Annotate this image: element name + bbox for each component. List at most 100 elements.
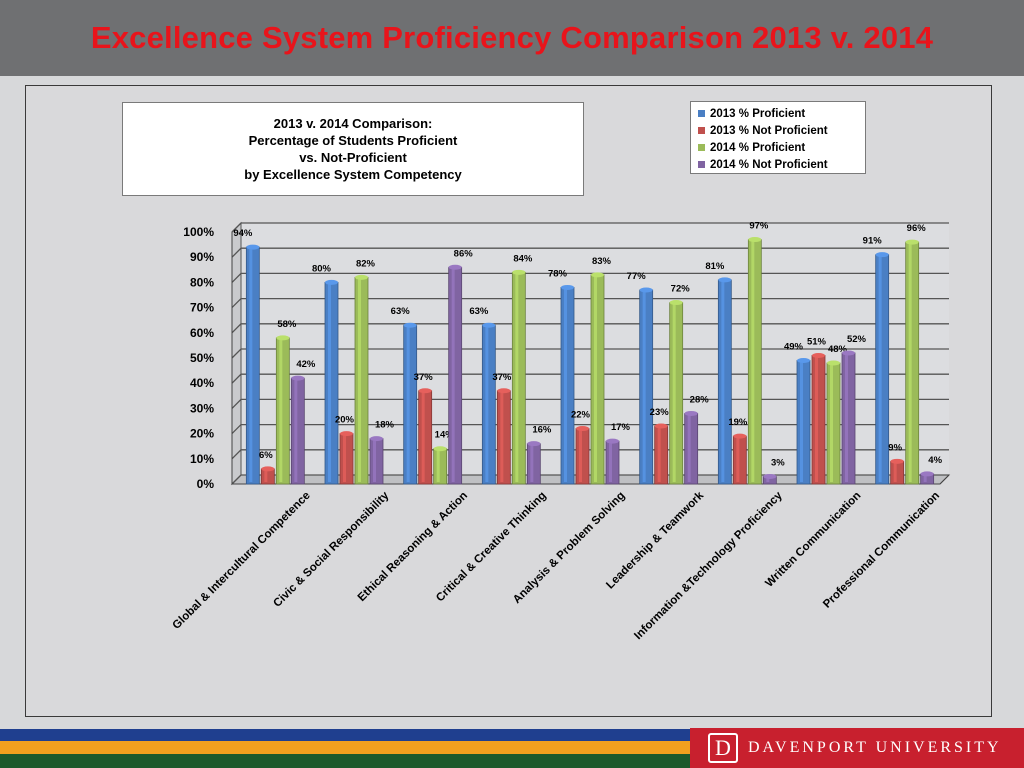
bar-highlight (579, 430, 582, 482)
data-label: 77% (627, 271, 647, 282)
bar-cap (276, 335, 290, 341)
data-label: 58% (277, 319, 297, 330)
gridline (231, 423, 949, 435)
bar-body (575, 428, 590, 485)
bar-body (669, 302, 684, 485)
data-label: 42% (296, 359, 316, 370)
bar (920, 471, 935, 485)
bar-highlight (294, 380, 298, 482)
bar-body (324, 281, 339, 485)
bar (841, 350, 856, 485)
bar-cap (561, 284, 574, 290)
data-label: 49% (784, 342, 804, 353)
bar-highlight (908, 244, 912, 482)
data-label: 83% (592, 256, 612, 267)
bar (875, 252, 890, 485)
data-label: 63% (391, 306, 411, 317)
bar (448, 264, 463, 485)
bar-highlight (594, 276, 597, 482)
bar-highlight (923, 475, 927, 482)
data-label: 19% (728, 417, 748, 428)
bar-body (481, 324, 496, 485)
y-tick-label: 60% (190, 326, 214, 340)
subtitle-line: Percentage of Students Proficient (248, 133, 458, 148)
bar-highlight (736, 438, 740, 482)
title-bar: Excellence System Proficiency Comparison… (0, 0, 1024, 76)
bar (339, 431, 354, 485)
bar-highlight (564, 289, 567, 482)
bar-cap (639, 287, 653, 293)
bar-cap (654, 423, 668, 429)
data-label: 18% (375, 420, 395, 431)
legend-swatch (698, 110, 705, 117)
bar-cap (448, 264, 462, 270)
bar (511, 269, 526, 485)
bar-highlight (815, 357, 818, 482)
bar-highlight (485, 327, 489, 482)
gridline (231, 474, 949, 485)
bar-highlight (249, 249, 253, 482)
bar-cap (718, 277, 732, 283)
gridline (231, 373, 949, 384)
data-label: 78% (548, 268, 568, 279)
bar (324, 279, 339, 485)
bar-highlight (343, 435, 346, 482)
bar-highlight (451, 269, 455, 482)
bar-cap (340, 431, 353, 437)
bar-cap (842, 350, 855, 356)
bar-body (796, 360, 811, 485)
bar-body (275, 337, 290, 485)
gridline (231, 348, 949, 359)
data-label: 91% (863, 236, 883, 247)
data-label: 14% (435, 430, 455, 441)
data-label: 84% (513, 253, 533, 264)
legend-label: 2013 % Not Proficient (710, 124, 828, 137)
bar-highlight (279, 339, 283, 482)
bar-cap (875, 252, 889, 258)
bar-body (418, 390, 433, 485)
bar-cap (591, 272, 604, 278)
bar (762, 473, 777, 485)
bar (605, 438, 620, 485)
data-label: 16% (532, 425, 552, 436)
bar-body (605, 440, 620, 485)
bar-body (369, 438, 384, 485)
legend-swatch (698, 127, 705, 134)
bar-body (245, 246, 260, 485)
bar-body (526, 443, 541, 485)
bar-cap (403, 322, 417, 328)
bar (275, 335, 290, 485)
y-tick-label: 30% (190, 401, 214, 415)
bar-body (826, 362, 841, 485)
bar-body (354, 276, 369, 485)
bar-highlight (845, 354, 848, 482)
bar-cap (261, 466, 275, 472)
bar-body (875, 254, 890, 485)
y-tick-label: 100% (183, 225, 214, 239)
bar-cap (355, 274, 368, 280)
bar (590, 272, 605, 485)
bar-highlight (642, 291, 646, 482)
legend-swatch (698, 144, 705, 151)
bar-highlight (530, 445, 534, 482)
data-label: 81% (705, 261, 725, 272)
bar-cap (576, 426, 589, 432)
bar-cap (748, 237, 762, 243)
bar-cap (370, 436, 383, 442)
footer-stripe-blue (0, 729, 690, 741)
gridline (231, 272, 949, 283)
plot-floor (230, 474, 951, 485)
bar (717, 277, 732, 485)
bar-cap (291, 375, 305, 381)
bar-highlight (687, 415, 691, 482)
data-label: 28% (690, 394, 710, 405)
bar-body (403, 324, 418, 485)
x-tick-label: Information &Technology Proficiency (632, 489, 785, 642)
bar-highlight (609, 443, 612, 482)
data-label: 9% (888, 442, 902, 453)
legend-item: 2014 % Not Proficient (698, 156, 865, 173)
bar (418, 388, 433, 485)
y-tick-label: 10% (190, 452, 214, 466)
data-label: 22% (571, 410, 591, 421)
data-label: 3% (771, 457, 785, 468)
